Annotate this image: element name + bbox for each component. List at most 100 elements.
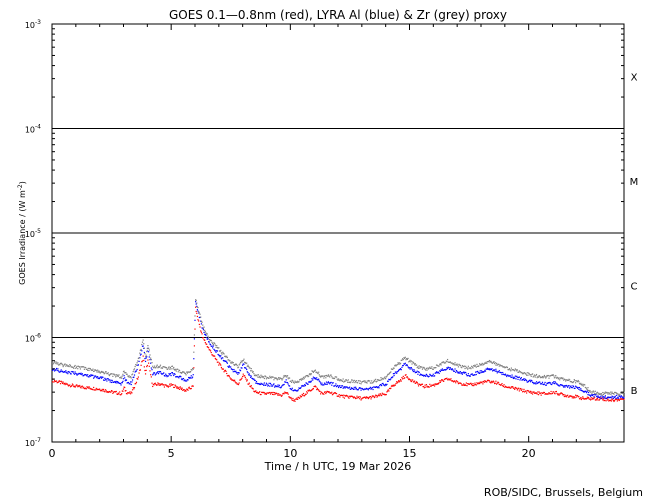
series-0-point [471, 383, 473, 386]
series-2-point [477, 365, 479, 368]
series-0-point [271, 393, 274, 395]
series-2-point [112, 375, 114, 377]
series-2-point [439, 363, 442, 365]
series-0-point [332, 393, 334, 395]
series-2-point [510, 370, 512, 372]
series-2-point [571, 381, 573, 383]
series-1-point [206, 338, 208, 340]
series-2-point [55, 361, 58, 363]
series-1-point [461, 372, 463, 374]
series-2-point [79, 366, 81, 368]
series-2-point [343, 381, 345, 383]
series-1-point [321, 382, 323, 384]
series-1-point [435, 372, 437, 374]
series-0-point [392, 385, 394, 387]
series-2-point [330, 374, 332, 376]
series-2-point [205, 332, 207, 334]
series-1-point [379, 385, 381, 387]
series-2-point [202, 324, 204, 326]
series-2-point [385, 378, 387, 380]
series-2-point [233, 364, 235, 366]
series-1-point [446, 367, 448, 369]
series-2-point [316, 371, 318, 373]
series-0-point [327, 391, 329, 393]
series-2-point [412, 362, 414, 364]
series-1-point [541, 381, 544, 383]
series-0-point [230, 378, 232, 380]
series-0-point [286, 392, 289, 394]
series-2-point [604, 393, 606, 395]
series-0-point [473, 384, 475, 386]
series-1-point [232, 371, 234, 373]
series-0-point [445, 378, 447, 380]
series-2-point [535, 373, 538, 376]
series-2-point [244, 362, 246, 364]
series-2-point [353, 379, 355, 382]
series-0-point [114, 391, 117, 393]
series-2-point [375, 378, 377, 380]
series-1-point [219, 356, 221, 358]
series-2-point [437, 365, 439, 367]
series-0-point [422, 386, 424, 388]
series-0-point [205, 343, 207, 345]
series-0-point [156, 384, 158, 386]
series-0-point [335, 392, 337, 395]
series-0-point [611, 398, 613, 401]
series-1-point [367, 389, 369, 391]
series-2-point [376, 380, 378, 382]
series-2-point [267, 377, 269, 379]
series-0-point [477, 383, 479, 385]
series-0-point [134, 383, 136, 385]
series-2-point [67, 365, 70, 367]
series-1-point [435, 371, 438, 373]
series-0-point [338, 395, 340, 397]
series-2-point [239, 362, 242, 364]
series-0-point [231, 379, 233, 381]
series-1-point [363, 388, 366, 390]
series-0-point [495, 383, 498, 385]
series-0-point [373, 395, 375, 397]
series-0-point [170, 383, 172, 385]
series-1-point [239, 370, 242, 372]
series-2-point [129, 376, 132, 378]
series-1-point [165, 374, 167, 376]
series-2-point [175, 368, 177, 370]
series-2-point [306, 374, 308, 377]
series-0-point [593, 397, 595, 399]
series-1-point [553, 381, 555, 383]
series-2-point [439, 363, 441, 365]
series-0-point [510, 386, 512, 388]
series-0-point [69, 384, 71, 386]
series-1-point [202, 329, 204, 331]
series-0-point [209, 350, 212, 352]
series-2-point [208, 339, 210, 341]
series-0-point [531, 393, 534, 395]
series-2-point [419, 367, 421, 369]
series-1-point [251, 377, 254, 380]
series-2-point [280, 377, 282, 380]
series-2-point [474, 364, 476, 366]
series-0-point [342, 396, 344, 398]
series-0-point [546, 393, 548, 395]
series-1-point [492, 370, 494, 372]
series-1-point [301, 385, 303, 387]
series-2-point [71, 366, 74, 368]
series-0-point [568, 396, 570, 398]
series-2-point [189, 371, 191, 373]
series-0-point [146, 364, 148, 367]
series-0-point [606, 399, 608, 401]
series-1-point [173, 374, 175, 377]
series-0-point [589, 399, 592, 401]
series-2-point [561, 378, 563, 380]
series-1-point [469, 375, 471, 377]
series-2-point [508, 368, 511, 370]
series-0-point [553, 392, 556, 394]
series-2-point [531, 373, 534, 375]
series-2-point [212, 344, 214, 346]
series-1-point [323, 382, 326, 384]
series-1-point [535, 381, 538, 383]
series-1-point [331, 382, 334, 384]
series-1-point [153, 372, 155, 374]
series-2-point [543, 374, 546, 377]
series-1-point [333, 385, 335, 387]
